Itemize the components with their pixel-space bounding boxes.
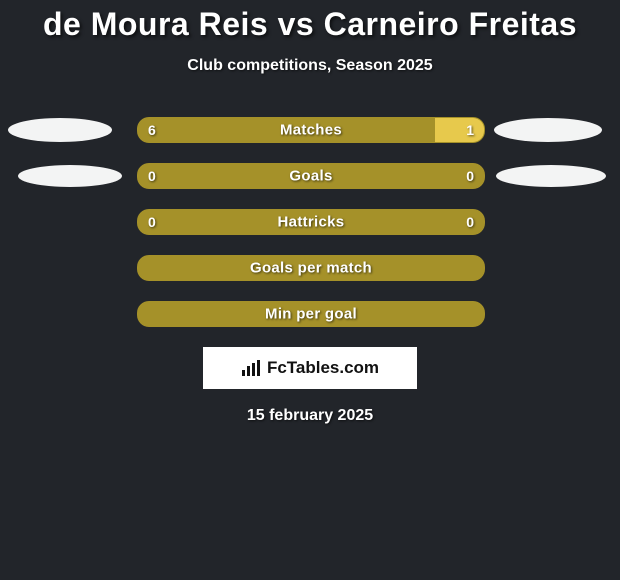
stat-label: Goals [289, 168, 332, 185]
stat-bar: 0 Goals 0 [137, 163, 485, 189]
player-left-avatar [8, 118, 112, 142]
bar-chart-icon [241, 359, 263, 377]
stat-bar-right-fill [435, 118, 484, 142]
h2h-infographic: de Moura Reis vs Carneiro Freitas Club c… [0, 0, 620, 580]
stat-bar: Min per goal [137, 301, 485, 327]
stat-row-mpg: Min per goal [0, 301, 620, 327]
stat-left-value: 0 [148, 168, 156, 184]
brand-badge: FcTables.com [203, 347, 417, 389]
player-left-avatar [18, 165, 122, 187]
player-right-avatar [494, 118, 602, 142]
stat-label: Matches [280, 122, 342, 139]
stat-left-value: 0 [148, 214, 156, 230]
stat-row-hattricks: 0 Hattricks 0 [0, 209, 620, 235]
stat-rows: 6 Matches 1 0 Goals 0 0 Hattricks 0 [0, 117, 620, 327]
stat-right-value: 0 [466, 214, 474, 230]
stat-label: Hattricks [278, 214, 345, 231]
stat-bar: Goals per match [137, 255, 485, 281]
stat-right-value: 1 [466, 122, 474, 138]
stat-bar: 6 Matches 1 [137, 117, 485, 143]
stat-left-value: 6 [148, 122, 156, 138]
stat-label: Min per goal [265, 306, 357, 323]
stat-right-value: 0 [466, 168, 474, 184]
brand-inner: FcTables.com [241, 358, 379, 378]
stat-row-goals: 0 Goals 0 [0, 163, 620, 189]
stat-row-gpm: Goals per match [0, 255, 620, 281]
stat-label: Goals per match [250, 260, 372, 277]
player-right-avatar [496, 165, 606, 187]
page-title: de Moura Reis vs Carneiro Freitas [0, 0, 620, 43]
date-label: 15 february 2025 [0, 407, 620, 425]
stat-row-matches: 6 Matches 1 [0, 117, 620, 143]
brand-text: FcTables.com [267, 358, 379, 378]
stat-bar: 0 Hattricks 0 [137, 209, 485, 235]
page-subtitle: Club competitions, Season 2025 [0, 57, 620, 75]
